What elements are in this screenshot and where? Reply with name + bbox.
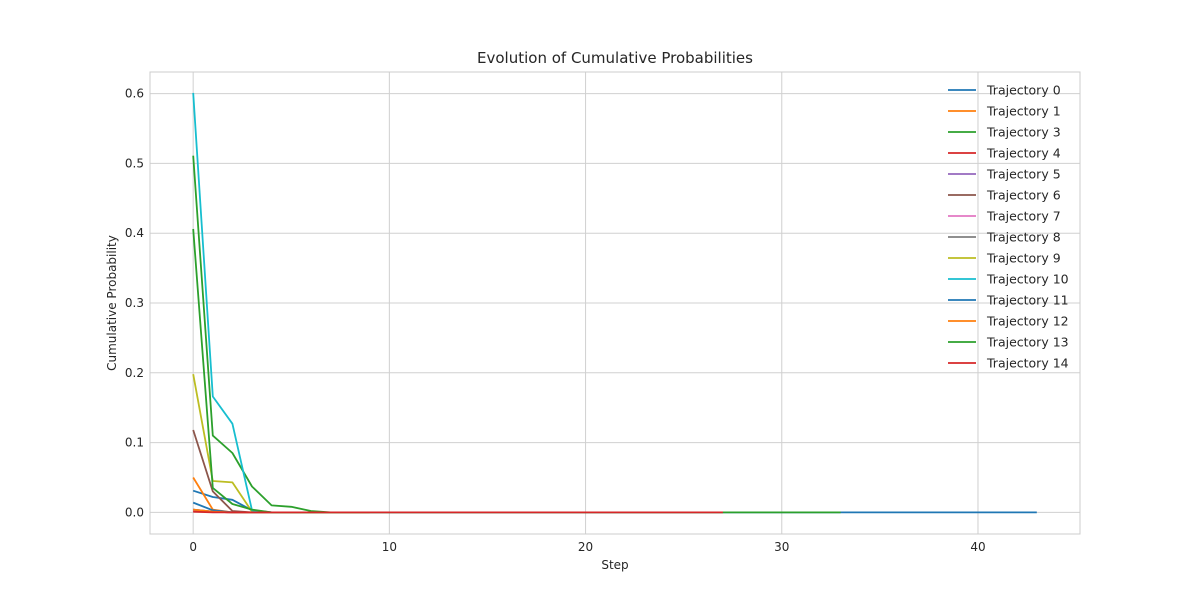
series-line <box>192 477 370 514</box>
series-line <box>192 374 370 514</box>
y-tick-label: 0.2 <box>125 366 144 380</box>
legend-label: Trajectory 13 <box>986 335 1069 350</box>
grid <box>150 72 1080 534</box>
y-tick-label: 0.0 <box>125 505 144 519</box>
legend-label: Trajectory 11 <box>986 293 1069 308</box>
legend: Trajectory 0 Trajectory 1 Trajectory 3 Traj… <box>948 83 1069 371</box>
legend-label: Trajectory 14 <box>986 356 1069 371</box>
y-tick-label: 0.1 <box>125 436 144 450</box>
legend-label: Trajectory 5 <box>986 167 1061 182</box>
legend-label: Trajectory 12 <box>986 314 1069 329</box>
legend-label: Trajectory 7 <box>986 209 1061 224</box>
y-tick-label: 0.4 <box>125 226 144 240</box>
legend-label: Trajectory 3 <box>986 125 1061 140</box>
y-tick-label: 0.3 <box>125 296 144 310</box>
series-line <box>192 501 370 514</box>
series-line <box>193 510 723 514</box>
legend-label: Trajectory 1 <box>986 104 1061 119</box>
y-tick-labels: 0.0 0.1 0.2 0.3 0.4 0.5 0.6 <box>125 87 144 520</box>
y-tick-label: 0.6 <box>125 87 144 101</box>
legend-label: Trajectory 0 <box>986 83 1061 98</box>
legend-label: Trajectory 6 <box>986 188 1061 203</box>
y-axis-label: Cumulative Probability <box>105 235 119 371</box>
y-tick-label: 0.5 <box>125 156 144 170</box>
x-tick-label: 20 <box>578 540 593 554</box>
legend-label: Trajectory 9 <box>986 251 1061 266</box>
chart-title: Evolution of Cumulative Probabilities <box>477 49 753 67</box>
x-tick-label: 10 <box>382 540 397 554</box>
series-line <box>192 155 841 514</box>
x-tick-labels: 0 10 20 30 40 <box>189 540 985 554</box>
x-tick-label: 0 <box>189 540 197 554</box>
legend-label: Trajectory 4 <box>986 146 1061 161</box>
series-line <box>192 228 370 514</box>
x-axis-label: Step <box>601 558 628 572</box>
legend-label: Trajectory 10 <box>986 272 1069 287</box>
plot-area-frame <box>149 71 1081 535</box>
x-tick-label: 40 <box>970 540 985 554</box>
series-lines <box>192 92 1037 514</box>
legend-label: Trajectory 8 <box>986 230 1061 245</box>
series-line <box>192 489 1037 514</box>
x-tick-label: 30 <box>774 540 789 554</box>
